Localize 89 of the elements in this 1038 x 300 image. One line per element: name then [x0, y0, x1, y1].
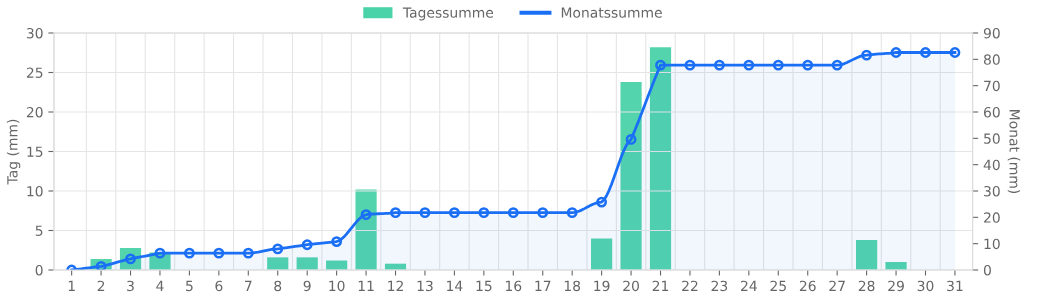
point: [949, 47, 961, 58]
y2-tick-label: 20: [984, 212, 1000, 223]
x-tick-label: 3: [127, 280, 134, 292]
point: [831, 59, 843, 71]
x-tick-label: 31: [947, 280, 963, 292]
x-tick-label: 10: [329, 280, 345, 292]
point: [655, 59, 666, 71]
point: [507, 207, 519, 219]
point: [920, 47, 931, 58]
x-tick-label: 18: [564, 280, 581, 292]
point: [331, 236, 343, 247]
x-tick-label: 5: [186, 280, 193, 292]
point: [861, 49, 873, 61]
x-tick-label: 6: [215, 280, 223, 292]
x-tick-label: 7: [245, 280, 252, 291]
x-tick-label: 24: [741, 280, 757, 291]
x-tick-label: 15: [476, 280, 492, 292]
y-tick-label: 0: [35, 264, 43, 276]
point: [772, 59, 784, 71]
y-tick-label: 30: [26, 27, 43, 39]
x-tick-label: 19: [594, 280, 610, 292]
point: [743, 59, 755, 71]
bar: [649, 47, 672, 270]
point: [596, 196, 608, 208]
point: [566, 207, 578, 219]
legend-label: Tagessumme: [402, 7, 494, 21]
x-tick-label: 2: [97, 280, 105, 291]
y2-tick-label: 70: [984, 80, 1000, 92]
y2-tick-label: 40: [983, 159, 1000, 171]
x-tick-label: 27: [829, 280, 845, 291]
y2-tick-label: 10: [984, 238, 1000, 250]
x-tick-label: 12: [388, 280, 403, 291]
y2-tick-label: 30: [984, 185, 1000, 197]
x-tick-label: 21: [652, 280, 669, 291]
point: [448, 207, 460, 219]
y2-tick-label: 80: [983, 54, 1000, 65]
bar: [885, 262, 907, 270]
point: [713, 59, 725, 71]
x-tick-label: 17: [535, 280, 551, 291]
x-tick-label: 22: [682, 280, 698, 291]
x-tick-label: 14: [447, 280, 463, 291]
y-tick-label: 20: [26, 106, 43, 118]
x-tick-label: 1: [68, 280, 75, 291]
bar: [296, 257, 318, 270]
x-tick-label: 28: [858, 280, 875, 292]
x-tick-label: 11: [358, 280, 374, 291]
x-tick-label: 8: [274, 280, 282, 292]
x-tick-label: 23: [711, 280, 728, 292]
point: [390, 207, 401, 219]
y2-tick-label: 50: [984, 133, 1000, 144]
x-tick-label: 4: [156, 280, 164, 291]
x-tick-label: 9: [303, 280, 311, 292]
point: [478, 207, 490, 219]
legend-label: Monatssumme: [561, 7, 662, 18]
x-tick-label: 20: [623, 280, 639, 292]
bar: [856, 239, 878, 270]
point: [890, 47, 902, 58]
point: [684, 59, 696, 71]
y2-axis-title: Monat (mm): [1007, 110, 1021, 194]
x-tick-label: 29: [888, 280, 904, 292]
x-tick-label: 13: [417, 280, 433, 292]
bar: [355, 189, 377, 270]
point: [242, 247, 254, 259]
point: [272, 243, 284, 255]
bar: [267, 257, 289, 270]
point: [625, 133, 637, 145]
y2-tick-label: 60: [983, 106, 1000, 118]
point: [154, 247, 166, 259]
point: [213, 247, 225, 259]
point: [301, 239, 313, 251]
y-tick-label: 15: [27, 146, 43, 157]
point: [537, 207, 549, 219]
bar: [620, 81, 642, 270]
y-tick-label: 10: [27, 185, 43, 197]
y-tick-label: 5: [35, 225, 43, 236]
y-tick-label: 25: [26, 67, 43, 78]
y2-tick-label: 0: [983, 264, 991, 276]
y2-tick-label: 90: [983, 27, 1000, 39]
point: [95, 260, 107, 270]
x-tick-label: 30: [917, 280, 934, 292]
point: [184, 247, 195, 259]
x-tick-label: 25: [770, 280, 786, 292]
y-axis-title: Tag (mm): [6, 119, 21, 185]
x-tick-label: 26: [799, 280, 816, 292]
point: [419, 207, 431, 219]
point: [802, 59, 814, 71]
bar: [591, 238, 613, 270]
point: [360, 209, 372, 221]
x-tick-label: 16: [505, 280, 522, 292]
